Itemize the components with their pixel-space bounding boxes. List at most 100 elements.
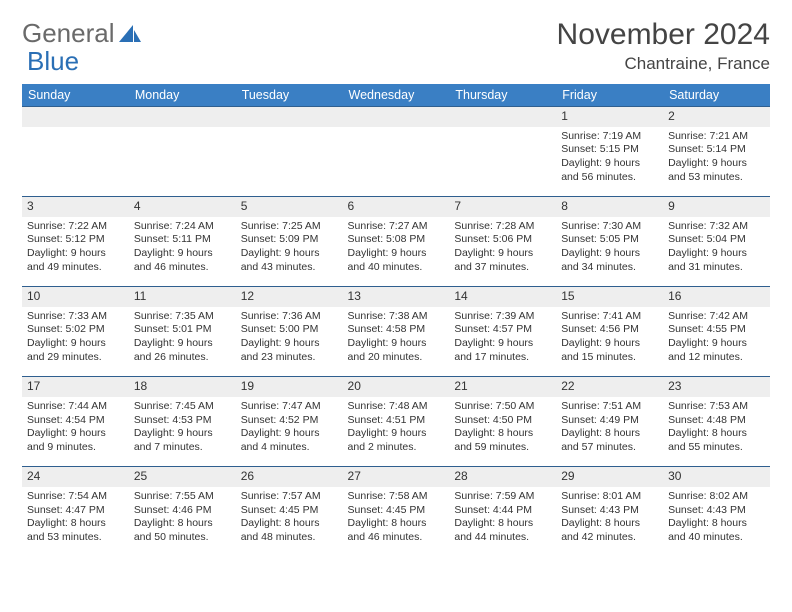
day-details-cell: Sunrise: 7:19 AMSunset: 5:15 PMDaylight:… — [556, 127, 663, 197]
day-details-cell: Sunrise: 8:02 AMSunset: 4:43 PMDaylight:… — [663, 487, 770, 557]
day-number-cell: 2 — [663, 107, 770, 127]
daylight-text: Daylight: 9 hours and 15 minutes. — [561, 337, 658, 364]
day-number-cell: 8 — [556, 197, 663, 217]
sunrise-text: Sunrise: 7:35 AM — [134, 310, 231, 324]
sunrise-text: Sunrise: 7:58 AM — [348, 490, 445, 504]
day-details-row: Sunrise: 7:19 AMSunset: 5:15 PMDaylight:… — [22, 127, 770, 197]
day-number-row: 10111213141516 — [22, 287, 770, 307]
daylight-text: Daylight: 9 hours and 9 minutes. — [27, 427, 124, 454]
day-details-cell: Sunrise: 7:47 AMSunset: 4:52 PMDaylight:… — [236, 397, 343, 467]
day-number-cell: 18 — [129, 377, 236, 397]
day-details-row: Sunrise: 7:22 AMSunset: 5:12 PM Daylight:… — [22, 217, 770, 287]
daylight-text: Daylight: 8 hours and 40 minutes. — [668, 517, 765, 544]
daylight-text: Daylight: 8 hours and 53 minutes. — [27, 517, 124, 544]
day-number-cell: 5 — [236, 197, 343, 217]
day-details-cell: Sunrise: 7:39 AMSunset: 4:57 PMDaylight:… — [449, 307, 556, 377]
daylight-text: Daylight: 9 hours and 17 minutes. — [454, 337, 551, 364]
day-details-cell: Sunrise: 7:27 AMSunset: 5:08 PMDaylight:… — [343, 217, 450, 287]
title-block: November 2024 Chantraine, France — [557, 18, 770, 74]
day-number-cell — [129, 107, 236, 127]
daylight-text: Daylight: 8 hours and 42 minutes. — [561, 517, 658, 544]
sunset-text: Sunset: 4:44 PM — [454, 504, 551, 518]
day-number-cell: 23 — [663, 377, 770, 397]
sunset-text: Sunset: 4:48 PM — [668, 414, 765, 428]
sunrise-text: Sunrise: 8:02 AM — [668, 490, 765, 504]
daylight-text: Daylight: 9 hours and 23 minutes. — [241, 337, 338, 364]
day-number-cell: 12 — [236, 287, 343, 307]
daylight-text: Daylight: 9 hours and 34 minutes. — [561, 247, 658, 274]
sunrise-text: Sunrise: 7:54 AM — [27, 490, 124, 504]
sunrise-text: Sunrise: 7:53 AM — [668, 400, 765, 414]
sunset-text: Sunset: 4:57 PM — [454, 323, 551, 337]
sunset-text: Sunset: 4:47 PM — [27, 504, 124, 518]
daylight-text: Daylight: 8 hours and 48 minutes. — [241, 517, 338, 544]
day-number-row: 12 — [22, 107, 770, 127]
daylight-text: Daylight: 9 hours and 26 minutes. — [134, 337, 231, 364]
day-number-cell: 15 — [556, 287, 663, 307]
sunset-text: Sunset: 4:45 PM — [241, 504, 338, 518]
day-number-cell: 13 — [343, 287, 450, 307]
day-number-cell: 11 — [129, 287, 236, 307]
sunset-text: Sunset: 4:55 PM — [668, 323, 765, 337]
day-number-cell: 22 — [556, 377, 663, 397]
day-number-cell: 9 — [663, 197, 770, 217]
daylight-text: Daylight: 9 hours and 56 minutes. — [561, 157, 658, 184]
day-number-row: 24252627282930 — [22, 467, 770, 487]
day-details-cell: Sunrise: 7:41 AMSunset: 4:56 PMDaylight:… — [556, 307, 663, 377]
day-details-cell: Sunrise: 7:45 AMSunset: 4:53 PMDaylight:… — [129, 397, 236, 467]
logo-sail-icon — [119, 24, 141, 44]
day-details-cell: Sunrise: 7:22 AMSunset: 5:12 PMDaylight:… — [22, 217, 129, 287]
sunrise-text: Sunrise: 7:21 AM — [668, 130, 765, 144]
sunset-text: Sunset: 5:15 PM — [561, 143, 658, 157]
weekday-header: Monday — [129, 84, 236, 107]
sunrise-text: Sunrise: 7:22 AM — [27, 220, 124, 234]
day-details-cell: Sunrise: 7:50 AMSunset: 4:50 PMDaylight:… — [449, 397, 556, 467]
day-number-cell: 26 — [236, 467, 343, 487]
day-details-cell: Sunrise: 7:55 AMSunset: 4:46 PMDaylight:… — [129, 487, 236, 557]
daylight-text: Daylight: 9 hours and 2 minutes. — [348, 427, 445, 454]
daylight-text: Daylight: 9 hours and 12 minutes. — [668, 337, 765, 364]
day-number-cell — [449, 107, 556, 127]
sunset-text: Sunset: 5:00 PM — [241, 323, 338, 337]
sunrise-text: Sunrise: 7:19 AM — [561, 130, 658, 144]
day-number-cell: 27 — [343, 467, 450, 487]
sunrise-text: Sunrise: 7:27 AM — [348, 220, 445, 234]
day-number-cell: 20 — [343, 377, 450, 397]
sunset-text: Sunset: 5:12 PM — [27, 233, 124, 247]
day-number-cell: 30 — [663, 467, 770, 487]
day-number-cell: 10 — [22, 287, 129, 307]
day-number-cell: 29 — [556, 467, 663, 487]
day-number-cell: 21 — [449, 377, 556, 397]
day-details-cell: Sunrise: 7:28 AMSunset: 5:06 PMDaylight:… — [449, 217, 556, 287]
month-title: November 2024 — [557, 18, 770, 52]
daylight-text: Daylight: 8 hours and 59 minutes. — [454, 427, 551, 454]
sunrise-text: Sunrise: 7:59 AM — [454, 490, 551, 504]
day-details-row: Sunrise: 7:54 AMSunset: 4:47 PMDaylight:… — [22, 487, 770, 557]
sunrise-text: Sunrise: 7:36 AM — [241, 310, 338, 324]
daylight-text: Daylight: 9 hours and 7 minutes. — [134, 427, 231, 454]
day-number-cell: 19 — [236, 377, 343, 397]
day-number-cell: 28 — [449, 467, 556, 487]
sunrise-text: Sunrise: 7:50 AM — [454, 400, 551, 414]
day-details-cell: Sunrise: 7:44 AMSunset: 4:54 PMDaylight:… — [22, 397, 129, 467]
brand-part2: Blue — [27, 46, 79, 77]
sunrise-text: Sunrise: 7:25 AM — [241, 220, 338, 234]
day-number-cell: 4 — [129, 197, 236, 217]
daylight-text: Daylight: 9 hours and 31 minutes. — [668, 247, 765, 274]
day-number-cell: 6 — [343, 197, 450, 217]
sunset-text: Sunset: 5:09 PM — [241, 233, 338, 247]
sunrise-text: Sunrise: 7:55 AM — [134, 490, 231, 504]
sunset-text: Sunset: 4:52 PM — [241, 414, 338, 428]
sunset-text: Sunset: 5:02 PM — [27, 323, 124, 337]
sunset-text: Sunset: 5:01 PM — [134, 323, 231, 337]
sunrise-text: Sunrise: 7:47 AM — [241, 400, 338, 414]
day-details-cell: Sunrise: 7:33 AMSunset: 5:02 PMDaylight:… — [22, 307, 129, 377]
daylight-text: Daylight: 8 hours and 55 minutes. — [668, 427, 765, 454]
day-number-cell: 14 — [449, 287, 556, 307]
daylight-text: Daylight: 8 hours and 50 minutes. — [134, 517, 231, 544]
day-details-cell: Sunrise: 7:57 AMSunset: 4:45 PMDaylight:… — [236, 487, 343, 557]
weekday-header: Thursday — [449, 84, 556, 107]
sunset-text: Sunset: 5:14 PM — [668, 143, 765, 157]
sunset-text: Sunset: 5:05 PM — [561, 233, 658, 247]
calendar-table: SundayMondayTuesdayWednesdayThursdayFrid… — [22, 84, 770, 557]
